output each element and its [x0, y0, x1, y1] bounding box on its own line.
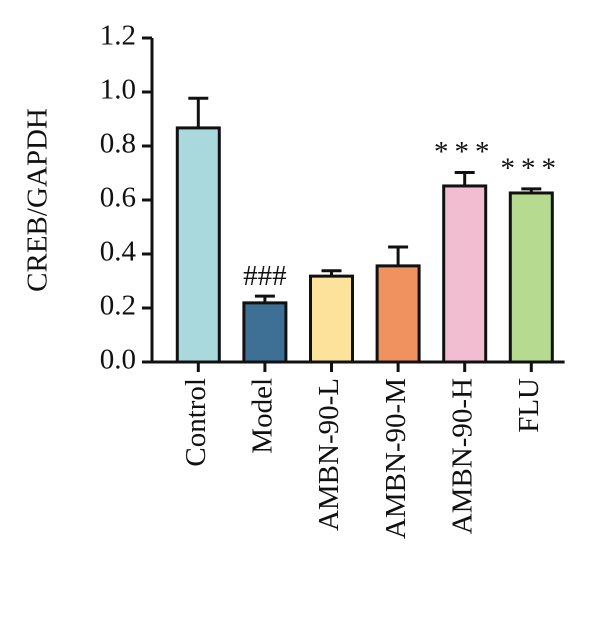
x-tick-label: Model	[247, 378, 279, 454]
y-tick-label: 0.0	[100, 344, 136, 376]
bar	[442, 184, 488, 364]
y-tick-label: 0.6	[100, 182, 136, 214]
annotation: ***	[501, 153, 563, 185]
x-tick-label: FLU	[513, 378, 545, 433]
y-tick-label: 0.2	[100, 290, 136, 322]
bar	[508, 191, 554, 364]
y-tick-label: 0.8	[100, 128, 136, 160]
x-tick-label: AMBN-90-H	[446, 378, 478, 534]
annotation: ***	[434, 136, 496, 168]
bar	[375, 264, 421, 364]
y-tick-label: 0.4	[100, 236, 137, 268]
bar	[242, 301, 288, 364]
y-tick-label: 1.0	[100, 74, 136, 106]
y-tick-label: 1.2	[100, 20, 136, 52]
annotation: ###	[243, 260, 287, 292]
x-tick-label: AMBN-90-M	[380, 378, 412, 539]
x-tick-label: AMBN-90-L	[313, 378, 345, 531]
x-tick-label: Control	[180, 378, 212, 467]
y-axis-label: CREB/GAPDH	[22, 108, 54, 292]
bar	[309, 274, 354, 364]
bar	[175, 126, 221, 364]
